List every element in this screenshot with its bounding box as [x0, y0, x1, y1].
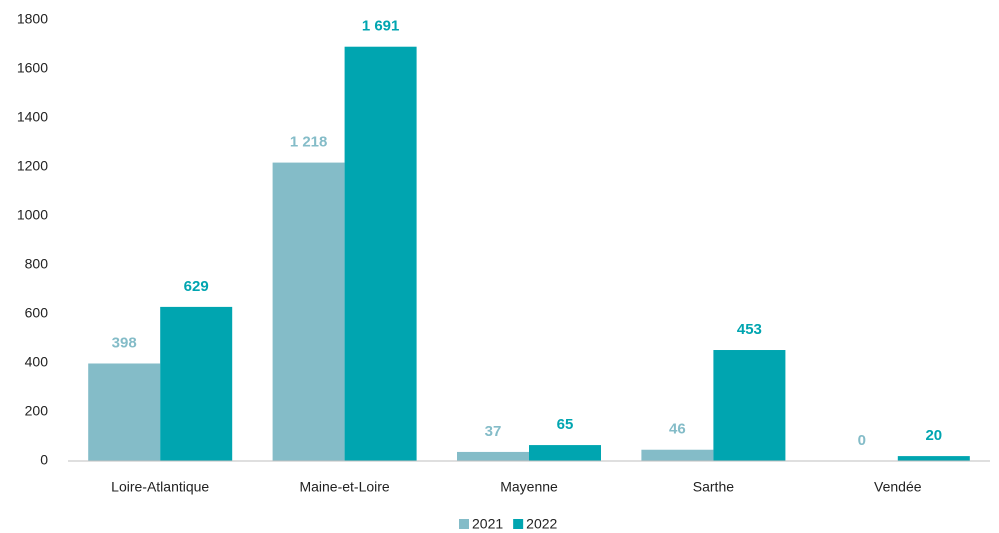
legend-swatch — [459, 519, 469, 529]
legend-swatch — [513, 519, 524, 529]
y-tick-label: 1400 — [17, 109, 48, 125]
bar — [88, 363, 161, 461]
bar — [641, 449, 714, 461]
x-tick-label: Mayenne — [500, 479, 558, 495]
data-label: 453 — [737, 321, 762, 338]
x-tick-label: Vendée — [874, 479, 922, 495]
x-tick-label: Sarthe — [693, 479, 734, 495]
data-label: 1 691 — [362, 18, 400, 35]
bar — [713, 350, 786, 461]
data-label: 1 218 — [290, 134, 328, 151]
y-tick-label: 800 — [25, 256, 49, 272]
y-tick-label: 0 — [40, 452, 48, 468]
data-label: 629 — [184, 278, 209, 295]
bar — [457, 451, 529, 461]
legend-label: 2022 — [526, 516, 557, 532]
y-tick-label: 1800 — [17, 11, 48, 27]
y-tick-label: 1600 — [17, 60, 48, 76]
data-label: 65 — [557, 416, 574, 433]
y-tick-label: 400 — [25, 354, 49, 370]
data-label: 46 — [669, 421, 686, 438]
data-label: 398 — [112, 334, 137, 351]
y-tick-label: 600 — [25, 305, 49, 321]
bar — [344, 46, 417, 461]
x-tick-label: Maine-et-Loire — [299, 479, 389, 495]
bar — [272, 162, 345, 461]
data-label: 37 — [485, 423, 502, 440]
y-tick-label: 200 — [25, 403, 49, 419]
legend-label: 2021 — [472, 516, 503, 532]
bar — [529, 445, 601, 461]
data-label: 20 — [925, 427, 942, 444]
bar — [897, 456, 970, 461]
y-tick-label: 1200 — [17, 158, 48, 174]
x-tick-label: Loire-Atlantique — [111, 479, 209, 495]
bar — [160, 306, 233, 461]
y-tick-label: 1000 — [17, 207, 48, 223]
data-label: 0 — [858, 432, 866, 449]
